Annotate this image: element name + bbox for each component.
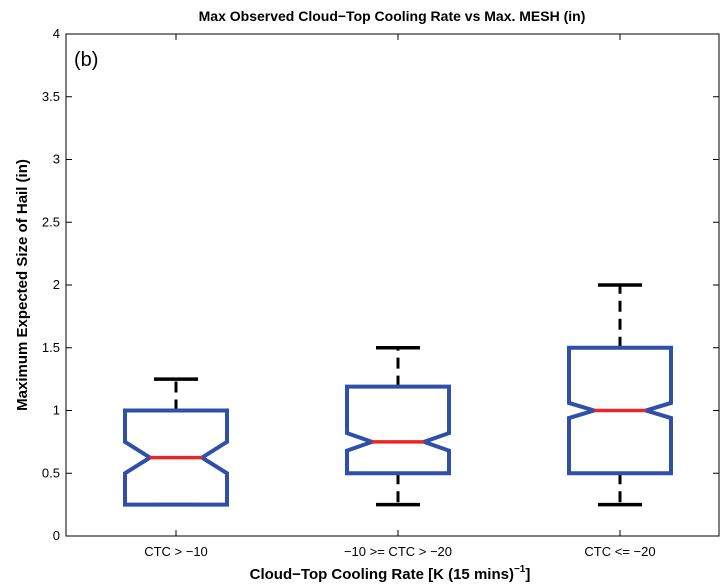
x-axis-label-main: Cloud−Top Cooling Rate [K (15 mins) [250,566,514,583]
notched-box [345,384,451,476]
x-axis-label-end: ] [525,566,530,583]
y-tick-label: 1.5 [42,340,60,355]
y-axis-label: Maximum Expected Size of Hail (in) [14,159,31,411]
notched-box [567,345,673,476]
box-2 [345,346,451,507]
y-tick-label: 0.5 [42,465,60,480]
x-tick-label: CTC > −10 [144,544,208,559]
x-axis-label-sup: −1 [514,564,526,575]
y-tick-label: 1 [53,403,60,418]
y-axis: 0 0.5 1 1.5 2 2.5 3 3.5 4 [42,26,719,543]
x-axis-label: Cloud−Top Cooling Rate [K (15 mins)−1] [250,564,531,583]
notched-box [123,408,229,507]
y-tick-label: 3.5 [42,89,60,104]
y-tick-label: 0 [53,528,60,543]
x-tick-label: CTC <= −20 [584,544,655,559]
x-tick-label: −10 >= CTC > −20 [344,544,452,559]
chart-title: Max Observed Cloud−Top Cooling Rate vs M… [199,8,586,24]
boxes-group [123,283,673,507]
x-axis: CTC > −10 −10 >= CTC > −20 CTC <= −20 [144,34,656,559]
y-tick-label: 2 [53,277,60,292]
y-tick-label: 4 [53,26,60,41]
y-tick-label: 2.5 [42,214,60,229]
panel-label: (b) [74,49,98,71]
box-3 [567,283,673,507]
y-tick-label: 3 [53,152,60,167]
box-1 [123,377,229,507]
